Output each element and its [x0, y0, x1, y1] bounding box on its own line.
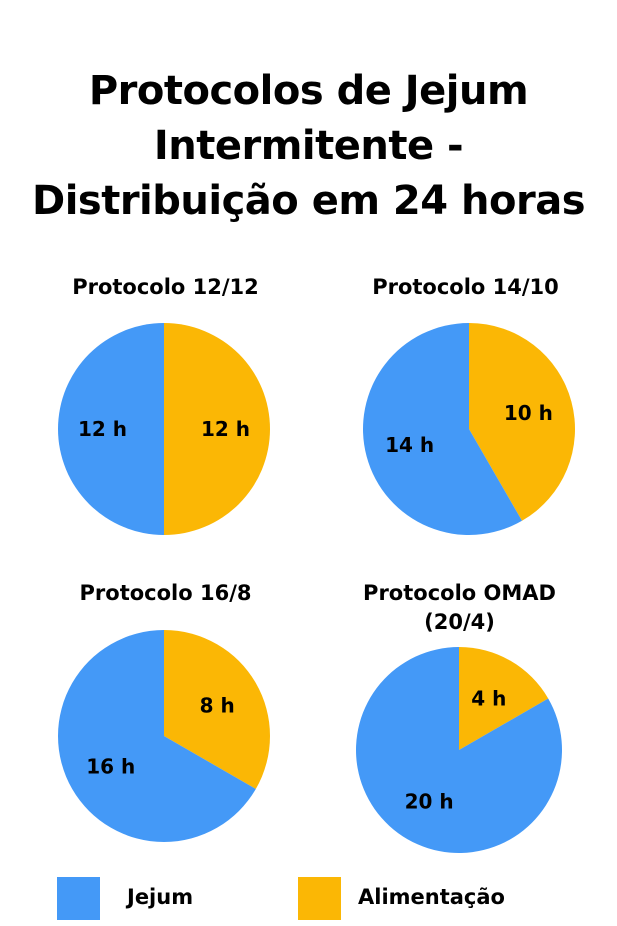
legend-label-jejum: Jejum	[127, 885, 194, 909]
pie-slice-jejum	[363, 323, 522, 535]
page-title-line: Protocolos de Jejum	[88, 68, 529, 114]
pie-label-alimentacao: 8 h	[200, 693, 235, 717]
pie-label-alimentacao: 12 h	[201, 417, 250, 441]
pie-slice-alimentacao	[459, 647, 549, 750]
pie-slice-jejum	[356, 647, 562, 853]
pie-slice-alimentacao	[469, 323, 575, 521]
legend-swatch-alimentacao	[298, 877, 341, 920]
pie-label-alimentacao: 10 h	[504, 401, 553, 425]
pie-label-jejum: 12 h	[78, 417, 127, 441]
legend-label-alimentacao: Alimentação	[358, 885, 505, 909]
pie-label-jejum: 16 h	[86, 755, 135, 779]
pie-label-jejum: 14 h	[385, 433, 434, 457]
page-title: Protocolos de Jejum Intermitente - Distr…	[0, 64, 617, 229]
chart-title-text: Protocolo 14/10	[372, 275, 559, 299]
pie-slice-alimentacao	[164, 323, 270, 535]
legend-swatch-jejum	[57, 877, 100, 920]
pie-label-alimentacao: 4 h	[471, 686, 506, 710]
chart-title-16-8: Protocolo 16/8	[18, 579, 313, 608]
page-title-line: Distribuição em 24 horas	[31, 178, 586, 224]
chart-title-14-10: Protocolo 14/10	[318, 273, 613, 302]
pie-chart-16-8: 8 h 16 h	[58, 630, 270, 842]
chart-title-line: Protocolo OMAD	[363, 581, 556, 605]
pie-chart-omad: 4 h 20 h	[356, 647, 562, 853]
pie-slice-alimentacao	[164, 630, 270, 789]
pie-label-jejum: 20 h	[405, 790, 454, 814]
chart-title-text: Protocolo 12/12	[72, 275, 259, 299]
chart-title-12-12: Protocolo 12/12	[18, 273, 313, 302]
chart-title-line: (20/4)	[424, 610, 495, 634]
pie-slice-jejum	[58, 630, 256, 842]
pie-chart-12-12: 12 h 12 h	[58, 323, 270, 535]
chart-title-omad: Protocolo OMAD (20/4)	[312, 579, 607, 637]
chart-title-text: Protocolo 16/8	[79, 581, 252, 605]
pie-chart-14-10: 10 h 14 h	[363, 323, 575, 535]
page-title-line: Intermitente -	[153, 123, 464, 169]
pie-slice-jejum	[58, 323, 164, 535]
legend: Jejum Alimentação	[0, 877, 617, 921]
